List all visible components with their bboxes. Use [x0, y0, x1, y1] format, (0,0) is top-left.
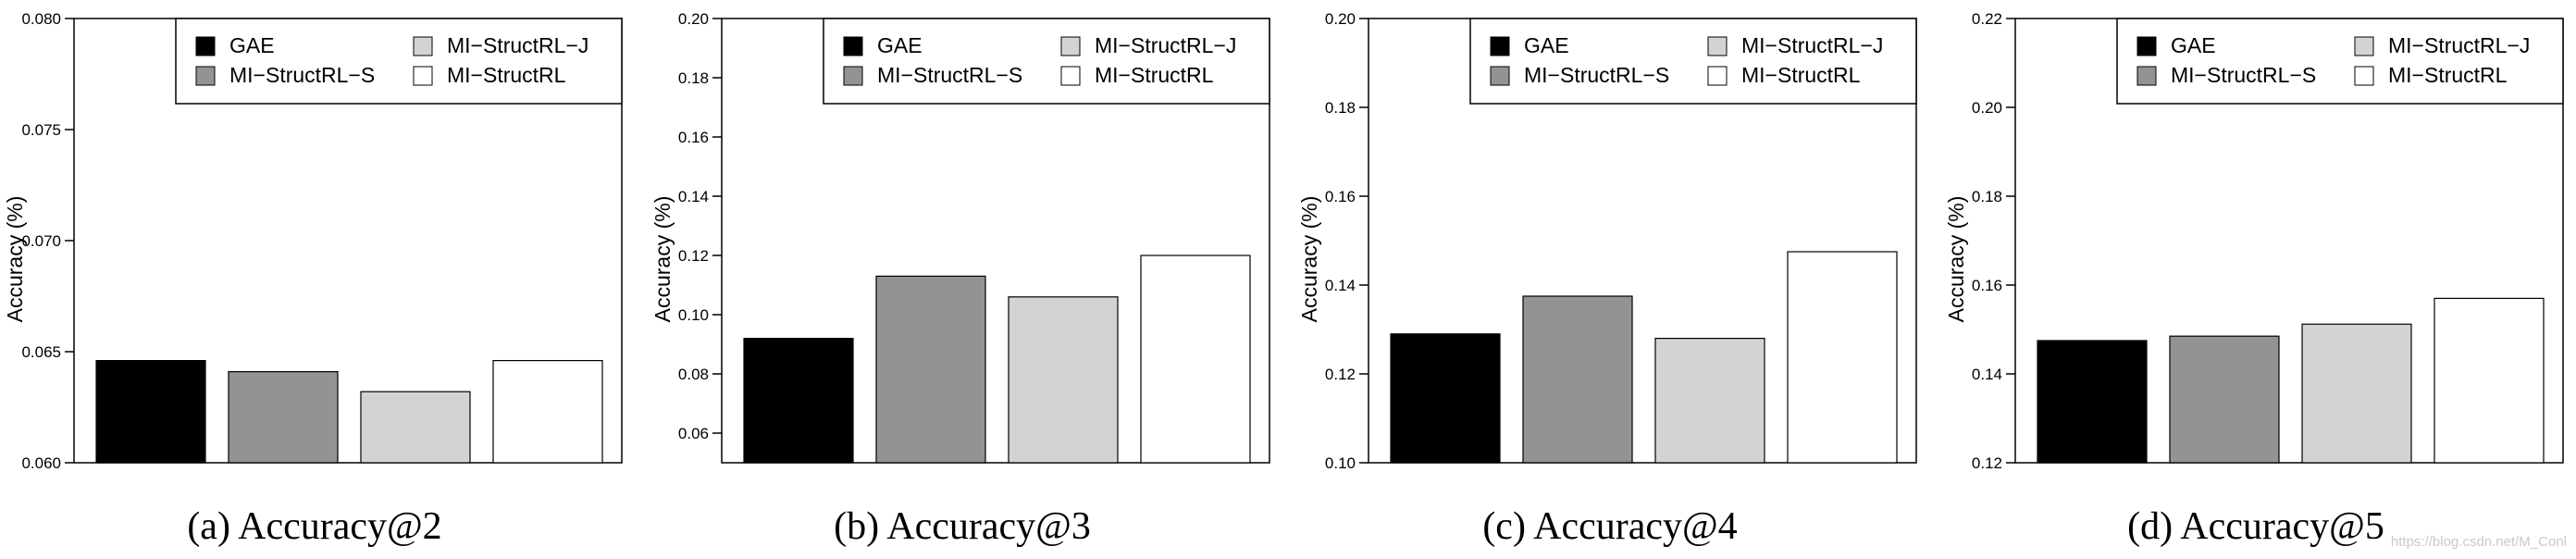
legend-label: MI−StructRL−S	[2171, 63, 2316, 87]
legend: GAE MI−StructRL−J MI−StructRL−S MI−StructRL	[823, 18, 1270, 105]
bar-mi-structrl	[1787, 251, 1898, 464]
legend-label: MI−StructRL−S	[229, 63, 375, 87]
y-tick-label: 0.16	[1325, 188, 1356, 205]
y-tick-label: 0.14	[1325, 277, 1356, 294]
chart-panel-3: 0.10 0.12 0.14 0.16 0.18 0.20 Accuracy (%) GAE M…	[1297, 10, 1917, 548]
y-tick-label: 0.16	[1972, 277, 2002, 294]
watermark-text: https://blog.csdn.net/M_Conl	[2391, 534, 2567, 550]
legend-label: MI−StructRL	[447, 63, 566, 87]
y-tick-label: 0.22	[1972, 10, 2002, 28]
legend-box	[823, 18, 1270, 105]
legend-swatch	[195, 36, 216, 56]
y-tick-label: 0.18	[1325, 99, 1356, 117]
legend-label: MI−StructRL−S	[1524, 63, 1669, 87]
legend-swatch	[2354, 36, 2374, 56]
y-tick-label: 0.20	[1972, 99, 2002, 117]
legend-swatch	[1060, 36, 1081, 56]
legend-label: MI−StructRL	[1095, 63, 1214, 87]
legend-swatch	[195, 66, 216, 86]
legend-label: MI−StructRL−S	[877, 63, 1022, 87]
chart-panel-1: 0.060 0.065 0.070 0.075 0.080 Accuracy (%) GAE…	[3, 10, 623, 548]
bar-mi-structrl	[2434, 297, 2545, 464]
y-tick-label: 0.075	[21, 121, 61, 139]
legend-label: MI−StructRL	[2388, 63, 2508, 87]
y-tick-label: 0.18	[678, 69, 709, 87]
y-tick-label: 0.08	[678, 366, 709, 383]
chart-panel-2: 0.06 0.08 0.10 0.12 0.14 0.16 0.18 0.20 Accuracy…	[650, 10, 1270, 548]
bar-mi-structrl-j	[1008, 296, 1119, 464]
chart-panel-4: 0.12 0.14 0.16 0.18 0.20 0.22 Accuracy (%) GAE M…	[1944, 10, 2564, 548]
y-axis-label: Accuracy (%)	[1297, 196, 1321, 323]
y-tick-label: 0.10	[1325, 454, 1356, 472]
legend: GAE MI−StructRL−J MI−StructRL−S MI−StructRL	[1469, 18, 1917, 105]
legend-label: MI−StructRL−J	[1741, 33, 1883, 57]
y-tick-label: 0.12	[1972, 454, 2002, 472]
y-axis-label: Accuracy (%)	[1944, 196, 1968, 323]
legend-swatch	[1707, 36, 1728, 56]
legend-label: MI−StructRL−J	[1095, 33, 1236, 57]
bar-mi-structrl-s	[2169, 335, 2280, 464]
y-tick-label: 0.060	[21, 454, 61, 472]
legend-swatch	[843, 66, 863, 86]
legend-swatch	[413, 66, 433, 86]
bar-gae	[743, 338, 854, 464]
y-tick-label: 0.14	[1972, 366, 2002, 383]
legend: GAE MI−StructRL−J MI−StructRL−S MI−StructRL	[175, 18, 623, 105]
panel-caption: (b) Accuracy@3	[834, 505, 1091, 548]
bar-mi-structrl-s	[228, 371, 339, 464]
legend-box	[175, 18, 623, 105]
legend-label: GAE	[1524, 33, 1569, 57]
legend-label: MI−StructRL−J	[2388, 33, 2530, 57]
legend-swatch	[1490, 66, 1510, 86]
legend-label: GAE	[877, 33, 923, 57]
legend-box	[2116, 18, 2564, 105]
bar-mi-structrl-j	[2301, 323, 2412, 464]
y-tick-label: 0.10	[678, 306, 709, 324]
y-tick-label: 0.065	[21, 343, 61, 361]
y-tick-label: 0.16	[678, 129, 709, 146]
bar-mi-structrl-j	[360, 391, 471, 464]
legend-label: MI−StructRL	[1741, 63, 1861, 87]
bar-gae	[1390, 333, 1501, 464]
panel-caption: (d) Accuracy@5	[2127, 505, 2384, 548]
legend: GAE MI−StructRL−J MI−StructRL−S MI−StructRL	[2116, 18, 2564, 105]
legend-swatch	[1060, 66, 1081, 86]
legend-box	[1469, 18, 1917, 105]
legend-swatch	[1490, 36, 1510, 56]
legend-swatch	[2136, 36, 2157, 56]
legend-swatch	[2354, 66, 2374, 86]
legend-swatch	[843, 36, 863, 56]
y-tick-label: 0.06	[678, 425, 709, 442]
y-tick-label: 0.14	[678, 188, 709, 205]
legend-label: MI−StructRL−J	[447, 33, 588, 57]
panel-caption: (c) Accuracy@4	[1482, 505, 1737, 548]
bar-gae	[95, 360, 206, 464]
legend-swatch	[1707, 66, 1728, 86]
bar-mi-structrl	[492, 360, 603, 464]
legend-label: GAE	[2171, 33, 2216, 57]
legend-label: GAE	[229, 33, 275, 57]
legend-swatch	[413, 36, 433, 56]
y-tick-label: 0.12	[1325, 366, 1356, 383]
y-axis-label: Accuracy (%)	[650, 196, 675, 323]
bar-mi-structrl-s	[875, 275, 986, 464]
bar-gae	[2037, 340, 2148, 464]
bar-mi-structrl	[1140, 255, 1251, 464]
legend-swatch	[2136, 66, 2157, 86]
bar-mi-structrl-s	[1522, 295, 1633, 464]
y-tick-label: 0.20	[1325, 10, 1356, 28]
bar-mi-structrl-j	[1654, 338, 1765, 464]
y-tick-label: 0.20	[678, 10, 709, 28]
y-tick-label: 0.12	[678, 247, 709, 265]
y-tick-label: 0.18	[1972, 188, 2002, 205]
panel-caption: (a) Accuracy@2	[187, 505, 441, 548]
y-tick-label: 0.070	[21, 232, 61, 250]
y-tick-label: 0.080	[21, 10, 61, 28]
y-axis-label: Accuracy (%)	[3, 196, 27, 323]
